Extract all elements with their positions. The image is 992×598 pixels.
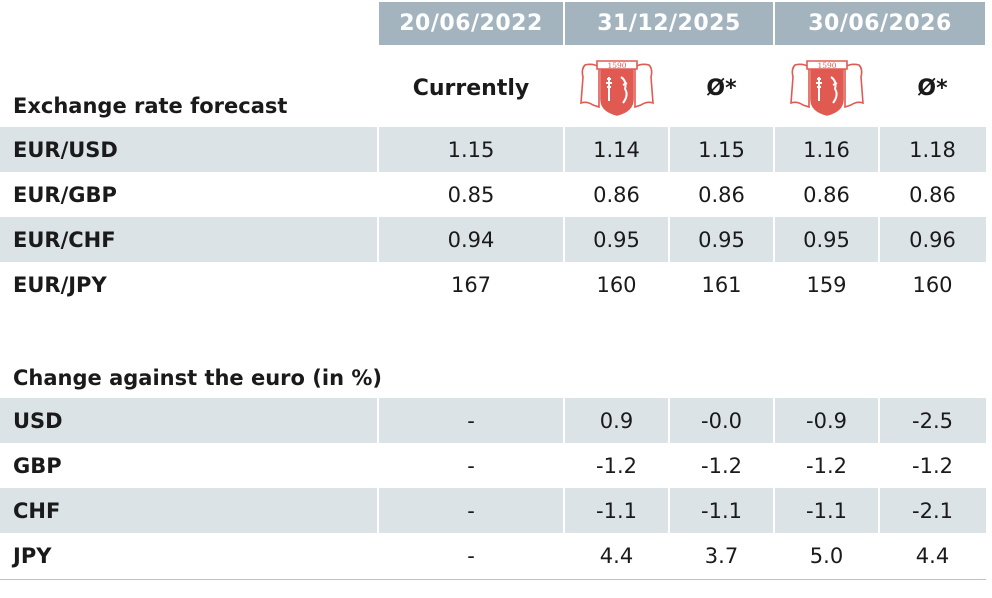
- column-separator: [773, 127, 775, 172]
- bank-crest-logo-2025: 1590: [579, 55, 655, 117]
- subheader-currently: Currently: [412, 75, 530, 101]
- crest-icon: 1590: [580, 60, 654, 116]
- section-title-forecast: Exchange rate forecast: [13, 94, 288, 118]
- header-date-2026: 30/06/2026: [775, 2, 985, 45]
- column-separator: [377, 127, 379, 172]
- row-band: [0, 398, 986, 443]
- table-cell: 160: [912, 272, 953, 297]
- table-cell: 0.85: [447, 182, 495, 207]
- column-separator: [773, 217, 775, 262]
- row-label: EUR/GBP: [13, 182, 117, 207]
- column-separator: [668, 127, 670, 172]
- table-cell: 1.15: [698, 137, 745, 162]
- table-cell: -1.2: [912, 453, 953, 478]
- table-bottom-rule: [0, 579, 986, 580]
- table-cell: 159: [806, 272, 847, 297]
- table-cell: 0.86: [698, 182, 745, 207]
- svg-text:1590: 1590: [607, 61, 626, 70]
- column-separator: [377, 398, 379, 443]
- table-cell: 4.4: [599, 543, 634, 568]
- svg-text:1590: 1590: [817, 61, 836, 70]
- row-band: [0, 488, 986, 533]
- table-cell: -: [467, 453, 475, 478]
- table-cell: 1.15: [447, 137, 495, 162]
- table-cell: 1.14: [593, 137, 640, 162]
- column-separator: [668, 217, 670, 262]
- table-cell: -: [467, 543, 475, 568]
- column-separator: [878, 127, 880, 172]
- column-separator: [563, 488, 565, 533]
- subheader-average-2026: Ø*: [917, 75, 948, 101]
- table-cell: 0.86: [803, 182, 850, 207]
- column-separator: [668, 398, 670, 443]
- column-separator: [563, 217, 565, 262]
- table-cell: -: [467, 408, 475, 433]
- table-cell: -0.0: [701, 408, 742, 433]
- table-cell: 1.16: [803, 137, 850, 162]
- table-cell: 0.95: [593, 227, 640, 252]
- table-cell: 3.7: [704, 543, 739, 568]
- table-cell: 160: [596, 272, 637, 297]
- column-separator: [563, 127, 565, 172]
- row-label: JPY: [13, 543, 52, 568]
- column-separator: [878, 398, 880, 443]
- table-cell: 1.18: [909, 137, 956, 162]
- table-cell: -2.1: [912, 498, 953, 523]
- table-cell: -1.2: [806, 453, 847, 478]
- column-separator: [563, 398, 565, 443]
- row-label: GBP: [13, 453, 62, 478]
- row-label: USD: [13, 408, 63, 433]
- row-label: EUR/USD: [13, 137, 118, 162]
- row-label: EUR/CHF: [13, 227, 116, 252]
- header-date-2025: 31/12/2025: [565, 2, 773, 45]
- column-separator: [773, 488, 775, 533]
- column-separator: [377, 488, 379, 533]
- row-band: [0, 217, 986, 262]
- bank-crest-logo-2026: 1590: [789, 55, 865, 117]
- header-date-current: 20/06/2022: [379, 2, 563, 45]
- table-cell: -: [467, 498, 475, 523]
- table-cell: 4.4: [915, 543, 950, 568]
- row-label: CHF: [13, 498, 61, 523]
- table-cell: 0.86: [593, 182, 640, 207]
- table-cell: -1.1: [806, 498, 847, 523]
- section-title-change: Change against the euro (in %): [13, 366, 382, 390]
- table-cell: 5.0: [809, 543, 844, 568]
- table-cell: -1.1: [596, 498, 637, 523]
- table-cell: 0.96: [909, 227, 956, 252]
- table-cell: -1.1: [701, 498, 742, 523]
- column-separator: [377, 217, 379, 262]
- crest-icon: 1590: [790, 60, 864, 116]
- column-separator: [878, 217, 880, 262]
- column-separator: [878, 488, 880, 533]
- table-cell: 0.95: [803, 227, 850, 252]
- table-cell: -0.9: [806, 408, 847, 433]
- table-cell: -1.2: [596, 453, 637, 478]
- row-label: EUR/JPY: [13, 272, 107, 297]
- table-cell: 167: [450, 272, 492, 297]
- table-cell: -1.2: [701, 453, 742, 478]
- column-separator: [773, 398, 775, 443]
- table-cell: 0.9: [599, 408, 634, 433]
- table-cell: 161: [701, 272, 742, 297]
- table-cell: 0.94: [447, 227, 495, 252]
- table-cell: 0.86: [909, 182, 956, 207]
- column-separator: [668, 488, 670, 533]
- table-cell: -2.5: [912, 408, 953, 433]
- subheader-average-2025: Ø*: [706, 75, 737, 101]
- row-band: [0, 127, 986, 172]
- table-cell: 0.95: [698, 227, 745, 252]
